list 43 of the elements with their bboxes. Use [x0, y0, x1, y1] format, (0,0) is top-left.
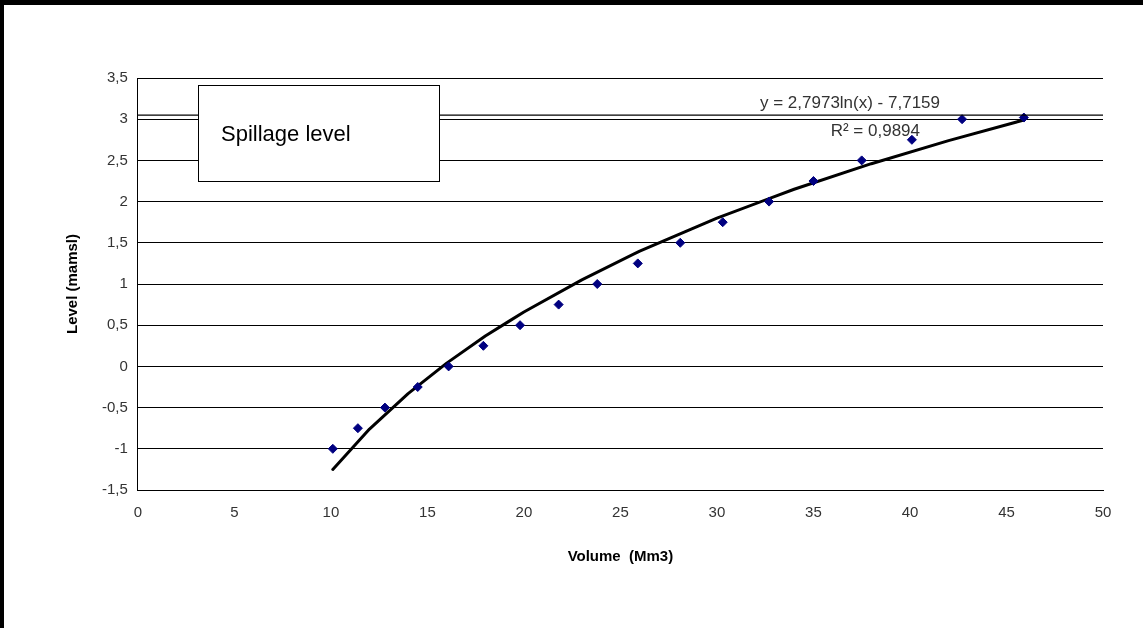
y-tick-label: 0,5 [106, 315, 128, 333]
x-tick-label: 10 [322, 503, 340, 521]
x-tick-label: 0 [133, 503, 143, 521]
y-tick-label: 1 [119, 274, 128, 292]
point [412, 382, 423, 392]
y-tick-label: 2 [119, 191, 128, 209]
point [856, 155, 867, 166]
x-tick-label: 40 [901, 503, 919, 521]
x-tick-label: 20 [515, 503, 533, 521]
x-tick-label: 50 [1094, 503, 1112, 521]
point [632, 258, 643, 269]
point [553, 299, 564, 310]
y-tick-label: 1,5 [106, 232, 128, 250]
x-tick-label: 30 [708, 503, 726, 521]
y-tick-label: 3 [119, 109, 128, 127]
annotation: y = 2,7973ln(x) - 7,7159 [759, 92, 940, 112]
y-tick-label: -0,5 [101, 397, 128, 415]
x-axis-title: Volume (Mm3) [567, 547, 674, 565]
annotation: R² = 0,9894 [830, 120, 920, 140]
x-tick-label: 5 [230, 503, 239, 521]
point [379, 402, 390, 413]
point [808, 176, 819, 186]
x-tick-label: 15 [419, 503, 436, 521]
x-tick-label: 45 [998, 503, 1015, 521]
point [443, 361, 454, 372]
y-tick-label: 3,5 [106, 68, 128, 86]
point [675, 237, 686, 248]
point [478, 340, 489, 351]
y-tick-label: -1,5 [101, 480, 128, 498]
point [957, 114, 968, 125]
point [352, 423, 363, 434]
y-tick-label: -1 [114, 438, 128, 456]
y-tick-label: 2,5 [106, 150, 128, 168]
point [592, 279, 603, 289]
y-axis-title: Level (mamsl) [63, 233, 81, 335]
point [764, 196, 775, 207]
point [717, 217, 728, 228]
x-tick-label: 25 [612, 503, 629, 521]
y-tick-label: 0 [119, 356, 128, 374]
label-box: Spillage level [198, 85, 440, 182]
point [515, 320, 526, 331]
x-tick-label: 35 [805, 503, 822, 521]
point [327, 443, 338, 454]
